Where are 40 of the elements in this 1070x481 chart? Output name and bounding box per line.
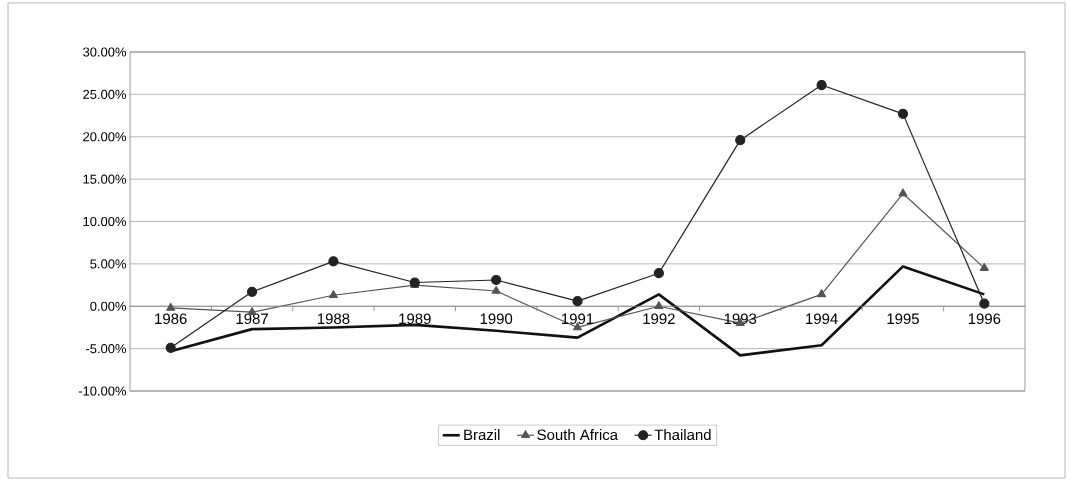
y-tick-label: 15.00% [83, 174, 127, 184]
point [654, 301, 664, 310]
x-tick-label: 1993 [724, 313, 757, 325]
legend-label: Brazil [464, 429, 500, 441]
point [165, 342, 176, 353]
x-tick-label: 1988 [317, 313, 350, 325]
y-tick-label: -5.00% [86, 344, 127, 354]
legend-label: South Africa [537, 429, 619, 441]
x-tick-label: 1986 [155, 313, 187, 325]
point [491, 274, 502, 286]
y-tick-label: 5.00% [90, 259, 127, 269]
y-tick-label: 10.00% [83, 216, 127, 227]
point [653, 268, 664, 279]
point [816, 79, 827, 91]
point [898, 188, 908, 197]
y-tick-label: 0.00% [90, 301, 127, 311]
point [246, 286, 258, 297]
x-tick-label: 1991 [562, 313, 594, 325]
point [328, 290, 338, 299]
point [979, 263, 989, 271]
point [491, 285, 501, 294]
x-tick-label: 1989 [399, 313, 431, 325]
point [735, 135, 746, 146]
point [817, 289, 827, 298]
y-tick-label: 30.00% [83, 47, 127, 57]
x-tick-label: 1994 [806, 313, 838, 325]
legend-label: Thailand [654, 429, 711, 441]
point [572, 296, 583, 307]
y-tick-label: 20.00% [83, 132, 127, 142]
x-tick-label: 1995 [887, 313, 919, 325]
x-tick-label: 1992 [643, 313, 675, 325]
x-tick-label: 1987 [236, 313, 268, 325]
x-tick-label: 1990 [480, 313, 513, 325]
y-tick-label: 25.00% [83, 89, 127, 99]
point [979, 298, 990, 309]
point [897, 108, 909, 119]
point [166, 302, 176, 311]
x-tick-label: 1996 [968, 313, 1001, 325]
point [328, 256, 339, 267]
y-tick-label: -10.00% [78, 386, 127, 396]
